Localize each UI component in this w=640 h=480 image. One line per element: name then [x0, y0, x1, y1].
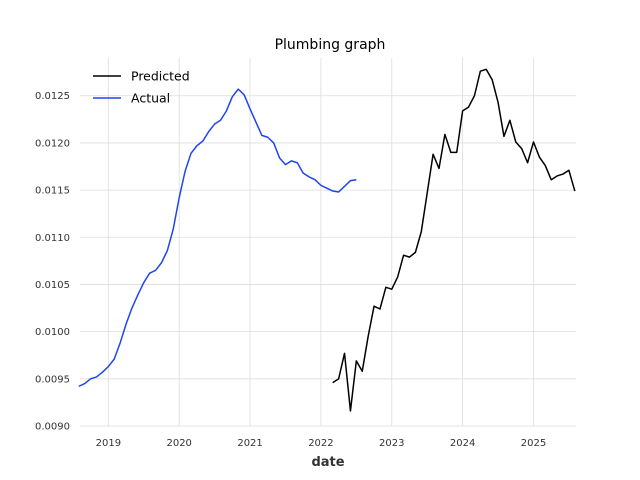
y-tick-label: 0.0115 [35, 186, 70, 197]
y-tick-label: 0.0090 [35, 422, 70, 433]
legend: Predicted Actual [93, 69, 190, 106]
legend-label: Actual [131, 91, 170, 106]
x-tick-label: 2020 [166, 438, 191, 449]
series-line-predicted [332, 68, 576, 412]
legend-label: Predicted [131, 69, 190, 84]
series-line-actual [78, 88, 357, 388]
chart-title: Plumbing graph [275, 37, 386, 53]
grid-layer [80, 58, 576, 427]
x-tick-label: 2021 [237, 438, 262, 449]
x-tick-label: 2024 [450, 438, 475, 449]
y-tick-label: 0.0105 [35, 280, 70, 291]
x-tick-label: 2019 [96, 438, 121, 449]
x-tick-label: 2022 [308, 438, 333, 449]
y-tick-label: 0.0125 [35, 91, 70, 102]
y-tick-label: 0.0120 [35, 138, 70, 149]
x-axis-ticks: 2019 2020 2021 2022 2023 2024 2025 [96, 438, 547, 449]
x-axis-label: date [311, 455, 344, 470]
y-tick-label: 0.0110 [35, 233, 70, 244]
series-layer [78, 68, 576, 412]
y-tick-label: 0.0095 [35, 374, 70, 385]
y-axis-ticks: 0.0090 0.0095 0.0100 0.0105 0.0110 0.0115 0.01… [35, 91, 70, 432]
x-tick-label: 2025 [521, 438, 546, 449]
y-tick-label: 0.0100 [35, 327, 70, 338]
x-tick-label: 2023 [379, 438, 404, 449]
